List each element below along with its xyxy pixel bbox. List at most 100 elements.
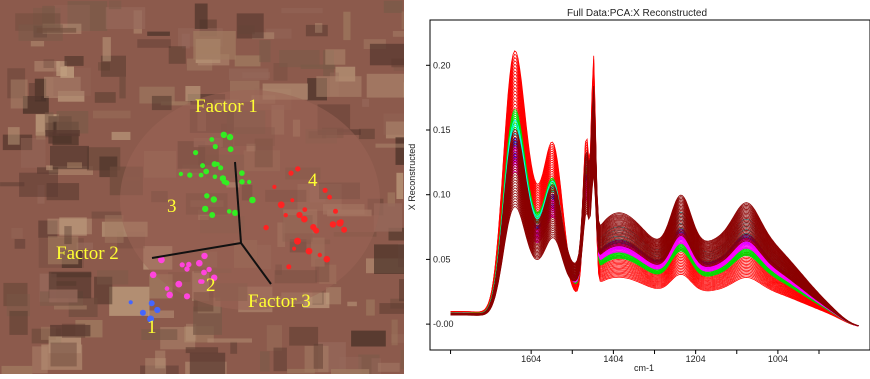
texture-patch	[391, 334, 404, 343]
spectrum-line	[450, 85, 859, 327]
texture-patch	[366, 73, 404, 98]
texture-patch	[42, 5, 55, 30]
texture-patch	[403, 82, 404, 98]
spectrum-line	[450, 122, 859, 327]
texture-patch	[44, 76, 81, 98]
texture-patch	[230, 341, 238, 354]
factor-1-label: Factor 1	[195, 96, 258, 117]
spectrum-line	[450, 86, 859, 327]
texture-patch	[207, 338, 252, 343]
y-tick-label: 0.20	[433, 60, 451, 70]
texture-patch	[104, 215, 124, 243]
texture-patch	[6, 294, 31, 317]
cluster-4-point	[338, 219, 344, 225]
cluster-3-point	[249, 196, 256, 204]
texture-patch	[147, 31, 170, 36]
spectra-chart: -0.00 0.05 0.10 0.15 0.20 1604 1404 1204 1004	[426, 19, 870, 364]
texture-patch	[289, 326, 319, 346]
spectra-lines	[450, 50, 859, 327]
cluster-1-label: 1	[147, 317, 157, 338]
texture-patch	[391, 58, 404, 68]
spectrum-line	[450, 90, 859, 327]
cluster-4-point	[272, 184, 277, 189]
texture-patch	[266, 325, 282, 351]
cluster-3-point	[221, 179, 227, 185]
cluster-2-point	[201, 252, 208, 260]
texture-patch	[20, 138, 46, 168]
cluster-4-label: 4	[308, 170, 318, 191]
spectrum-line	[450, 173, 859, 327]
texture-patch	[145, 358, 167, 374]
spectrum-line	[450, 106, 859, 327]
cluster-2-point	[166, 291, 173, 299]
spectrum-line	[450, 100, 859, 327]
texture-patch	[400, 350, 404, 370]
spectrum-line	[450, 170, 859, 327]
spectrum-line	[450, 93, 859, 327]
texture-patch	[236, 13, 264, 39]
texture-patch	[316, 76, 362, 97]
cluster-3-point	[239, 170, 245, 176]
pca-scores-image	[0, 0, 404, 374]
texture-patch	[2, 134, 33, 151]
cluster-4-point	[263, 224, 269, 231]
texture-patch	[369, 43, 404, 66]
cluster-4-point	[323, 255, 331, 263]
factor-1-axis	[234, 161, 242, 244]
x-tick-label: 1004	[768, 354, 788, 364]
texture-patch	[399, 279, 404, 302]
spectrum-line	[450, 131, 859, 327]
cluster-2-point	[158, 256, 165, 264]
spectrum-line	[450, 167, 859, 327]
texture-patch	[9, 310, 28, 335]
cluster-4-point	[277, 201, 285, 209]
texture-patch	[194, 3, 208, 29]
spectrum-line	[450, 119, 859, 327]
y-axis-ticks: -0.00 0.05 0.10 0.15 0.20	[426, 60, 454, 329]
texture-patch	[38, 220, 58, 238]
texture-patch	[10, 79, 28, 109]
texture-patch	[374, 244, 404, 274]
cluster-3-point	[220, 131, 227, 138]
texture-patch	[377, 362, 400, 372]
cluster-1-point	[139, 309, 146, 316]
cluster-3-point	[202, 205, 209, 213]
spectrum-line	[450, 137, 859, 327]
texture-patch	[387, 192, 395, 207]
x-tick-label: 1404	[603, 354, 623, 364]
cluster-4-point	[294, 237, 301, 245]
texture-patch	[19, 172, 59, 197]
texture-patch	[14, 239, 26, 249]
cluster-3-point	[204, 193, 210, 199]
texture-patch	[30, 41, 45, 47]
texture-patch	[67, 1, 108, 31]
texture-patch	[44, 112, 54, 133]
texture-patch	[351, 330, 386, 347]
texture-patch	[347, 301, 357, 307]
cluster-1-point	[148, 300, 155, 307]
texture-patch	[281, 8, 323, 14]
texture-patch	[325, 49, 346, 65]
y-tick-label: -0.00	[433, 319, 454, 329]
texture-patch	[76, 242, 93, 250]
texture-patch	[47, 236, 79, 265]
texture-patch	[56, 111, 89, 134]
texture-patch	[7, 127, 20, 145]
texture-patch	[189, 352, 226, 374]
cluster-2-point	[196, 259, 203, 267]
rock-texture	[0, 0, 404, 374]
spectrum-line	[450, 134, 859, 327]
texture-patch	[379, 303, 404, 314]
y-tick-label: 0.10	[433, 190, 451, 200]
spectrum-line	[450, 152, 859, 327]
texture-patch	[43, 59, 55, 68]
texture-patch	[168, 46, 186, 64]
cluster-4-point	[301, 215, 308, 223]
cluster-2-point	[175, 280, 183, 288]
cluster-4-point	[322, 187, 328, 193]
texture-patch	[64, 226, 72, 245]
texture-patch	[36, 131, 46, 140]
cluster-4-point	[312, 227, 318, 233]
texture-patch	[67, 162, 82, 169]
texture-patch	[48, 166, 93, 175]
